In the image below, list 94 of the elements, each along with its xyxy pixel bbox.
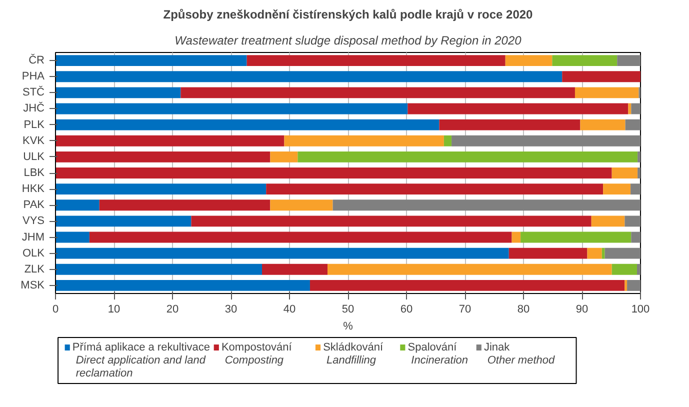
y-tick-label: HKK	[22, 183, 46, 196]
bar	[246, 55, 506, 66]
bar	[602, 248, 605, 259]
bar	[636, 264, 640, 275]
bar	[191, 216, 592, 227]
y-tick-label: VYS	[22, 215, 45, 228]
bar	[56, 135, 284, 146]
bar	[452, 135, 640, 146]
bar	[180, 87, 575, 98]
legend-label: Jinak Other method	[484, 342, 556, 366]
x-tick-label: 50	[342, 304, 354, 316]
bar	[328, 264, 612, 275]
x-tick-label: 80	[517, 304, 530, 316]
bar	[56, 71, 562, 82]
y-tick-label: KVK	[22, 134, 46, 147]
bar	[625, 119, 640, 130]
bar	[631, 232, 640, 243]
y-tick-label: STČ	[22, 86, 45, 99]
bar	[612, 168, 638, 178]
bar	[630, 184, 640, 195]
bar	[591, 216, 625, 227]
bar	[332, 200, 640, 211]
bar	[587, 248, 602, 259]
y-tick-label: JHČ	[23, 102, 45, 115]
x-tick-label: 40	[283, 304, 296, 316]
bar	[552, 55, 618, 66]
bar	[284, 135, 444, 146]
bar	[512, 232, 521, 243]
legend-label: Spalování Incineration	[408, 342, 468, 366]
bar	[270, 151, 298, 162]
y-tick-label: JHM	[22, 231, 44, 244]
x-tick-label: 100	[631, 304, 650, 316]
bar	[270, 200, 333, 211]
bar	[604, 248, 640, 259]
bar	[99, 200, 270, 211]
bar	[56, 184, 266, 195]
x-tick-label: 10	[108, 304, 120, 316]
bar	[627, 280, 640, 291]
x-tick-label: 60	[400, 304, 413, 316]
bar	[89, 232, 512, 243]
x-tick-label: 90	[576, 304, 588, 316]
bar	[266, 184, 604, 195]
bar	[631, 103, 640, 114]
bar	[624, 280, 628, 291]
y-tick-label: ZLK	[24, 263, 46, 276]
bar	[310, 280, 625, 291]
bar	[56, 151, 270, 162]
y-tick-label: MSK	[20, 279, 46, 292]
bar	[505, 55, 552, 66]
bar	[298, 151, 638, 162]
bar	[617, 55, 640, 66]
bar	[638, 168, 640, 178]
bar	[56, 264, 262, 275]
bar	[628, 103, 632, 114]
bar	[56, 87, 181, 98]
x-tick-label: 30	[224, 304, 238, 316]
bar	[580, 119, 626, 130]
bar	[574, 87, 639, 98]
bar	[603, 184, 631, 195]
bar	[56, 119, 440, 130]
bar	[624, 216, 640, 227]
legend-label: Skládkování Landfilling	[323, 342, 384, 366]
x-tick-label: 70	[458, 304, 472, 316]
y-tick-label: PLK	[24, 118, 46, 131]
bar	[56, 168, 612, 178]
x-tick-label: 0	[52, 304, 59, 316]
y-tick-label: PHA	[22, 70, 46, 83]
bar	[562, 71, 640, 82]
bar	[262, 264, 328, 275]
bar	[56, 248, 509, 259]
bar	[439, 119, 580, 130]
bar	[56, 216, 192, 227]
bar	[56, 55, 247, 66]
y-tick-label: PAK	[23, 199, 46, 212]
chart-subtitle: Wastewater treatment sludge disposal method by Region in 2020	[174, 34, 522, 48]
bar	[56, 280, 310, 291]
y-tick-label: LBK	[24, 167, 46, 179]
legend-label: Přímá aplikace a rekultivace Direct application and land reclamation	[72, 342, 210, 380]
bar	[508, 248, 588, 259]
y-tick-label: ČR	[28, 54, 45, 67]
chart-title: Způsoby zneškodnění čistírenských kalů podle krajů v roce 2020	[163, 8, 534, 22]
bar	[56, 232, 90, 243]
bar	[408, 103, 628, 114]
bar	[56, 200, 100, 211]
bar	[56, 103, 408, 114]
bar	[520, 232, 632, 243]
x-axis-title: %	[343, 320, 354, 332]
x-tick-label: 20	[166, 304, 179, 316]
y-tick-label: ULK	[23, 150, 46, 163]
legend-label: Kompostování Composting	[221, 342, 293, 366]
y-tick-label: OLK	[22, 247, 46, 260]
bar	[612, 264, 637, 275]
bar	[444, 135, 452, 146]
bar	[638, 151, 640, 162]
